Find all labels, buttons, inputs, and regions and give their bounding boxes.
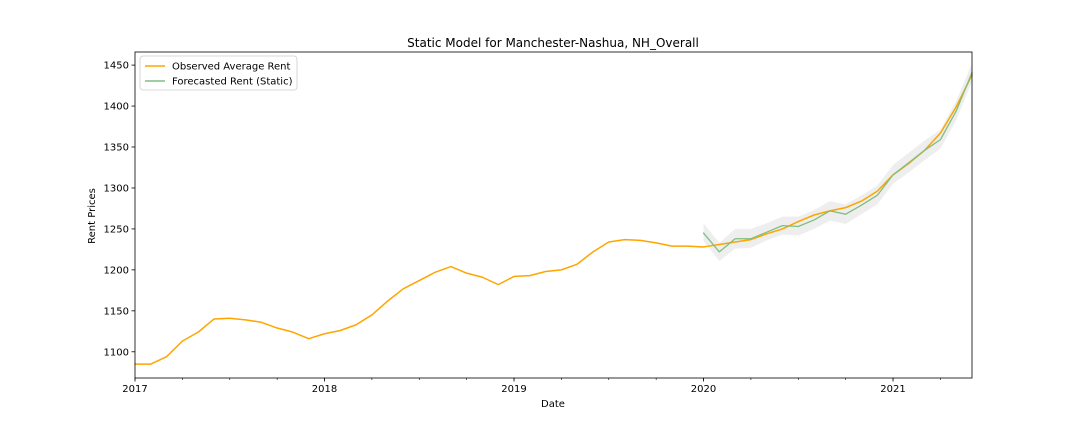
y-tick-label: 1450 (104, 61, 129, 72)
series-line-1 (702, 71, 973, 253)
legend: Observed Average Rent Forecasted Rent (St… (139, 55, 298, 91)
legend-label-1: Forecasted Rent (Static) (172, 77, 293, 88)
x-tick-label: 2019 (501, 384, 526, 395)
y-tick-label: 1350 (104, 143, 129, 154)
y-tick-label: 1300 (104, 183, 129, 194)
x-tick-label: 2017 (122, 384, 147, 395)
y-tick-label: 1150 (104, 306, 129, 317)
plot-area (134, 63, 973, 365)
x-tick-label: 2018 (312, 384, 337, 395)
y-tick-label: 1400 (104, 102, 129, 113)
axes: 1100 1150 1200 1250 1300 1350 1400 1450 2017 2018… (104, 51, 973, 395)
x-tick-label: 2021 (880, 384, 905, 395)
series-line-0 (134, 74, 973, 365)
y-tick-label: 1200 (104, 265, 129, 276)
x-axis-label: Date (541, 399, 565, 410)
x-tick-label: 2020 (691, 384, 716, 395)
plot-frame (134, 51, 973, 379)
legend-label-0: Observed Average Rent (172, 62, 291, 73)
legend-box (139, 55, 298, 91)
chart-title: Static Model for Manchester-Nashua, NH_O… (407, 36, 699, 50)
confidence-band (703, 63, 972, 261)
y-tick-label: 1250 (104, 224, 129, 235)
y-axis-label: Rent Prices (87, 188, 98, 244)
y-tick-label: 1100 (104, 347, 129, 358)
